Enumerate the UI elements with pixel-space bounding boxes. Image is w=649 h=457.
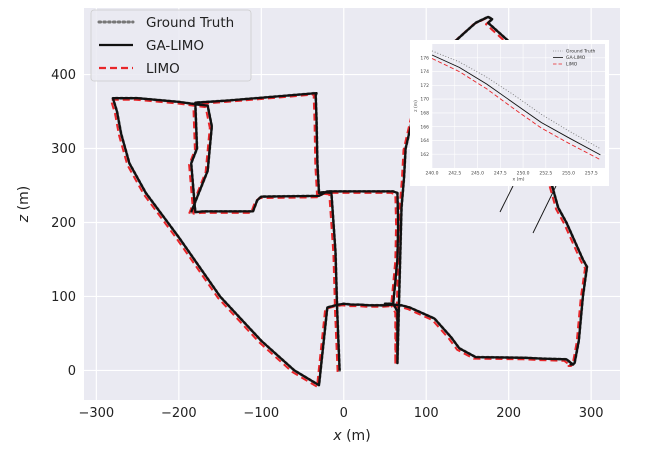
x-tick-label: −200 bbox=[161, 406, 197, 421]
inset-series-line-ground-truth bbox=[431, 50, 601, 150]
x-tick-label: −100 bbox=[243, 406, 279, 421]
inset-y-tick-label: 164 bbox=[420, 138, 429, 144]
inset-y-tick-label: 176 bbox=[420, 55, 429, 61]
inset-legend-label: Ground Truth bbox=[566, 49, 596, 55]
inset-y-tick-label: 172 bbox=[420, 83, 429, 89]
inset-x-tick-label: 250.0 bbox=[517, 171, 530, 177]
inset-y-tick-label: 174 bbox=[420, 69, 429, 75]
y-tick-label: 0 bbox=[68, 364, 76, 379]
x-tick-label: −300 bbox=[79, 406, 115, 421]
inset-legend-label: GA-LIMO bbox=[566, 55, 586, 61]
x-tick-label: 100 bbox=[414, 406, 439, 421]
inset-y-axis-label: z (m) bbox=[413, 100, 419, 112]
zoom-connector-line bbox=[499, 185, 514, 213]
x-tick-label: 200 bbox=[496, 406, 521, 421]
inset-x-tick-label: 257.5 bbox=[585, 171, 598, 177]
y-axis-label: z (m) bbox=[16, 186, 32, 223]
y-tick-label: 100 bbox=[51, 290, 76, 305]
legend-label: LIMO bbox=[146, 61, 180, 77]
y-tick-label: 300 bbox=[51, 142, 76, 157]
inset-x-tick-label: 242.5 bbox=[448, 171, 461, 177]
y-tick-label: 400 bbox=[51, 68, 76, 83]
inset-y-tick-label: 162 bbox=[420, 152, 429, 158]
legend-box bbox=[90, 9, 252, 82]
inset-x-tick-label: 247.5 bbox=[494, 171, 507, 177]
inset-y-tick-label: 168 bbox=[420, 110, 429, 116]
inset-series-line-ga-limo bbox=[431, 54, 601, 156]
inset-x-tick-label: 252.5 bbox=[539, 171, 552, 177]
legend-label: Ground Truth bbox=[146, 15, 234, 31]
legend-label: GA-LIMO bbox=[146, 38, 204, 54]
legend: Ground Truth GA-LIMO LIMO bbox=[90, 9, 252, 82]
inset-legend-label: LIMO bbox=[566, 62, 578, 68]
inset-y-tick-label: 166 bbox=[420, 124, 429, 130]
x-axis-label: x (m) bbox=[332, 428, 370, 444]
inset-x-tick-label: 255.0 bbox=[562, 171, 575, 177]
inset-x-tick-label: 240.0 bbox=[426, 171, 439, 177]
zoom-connector-line bbox=[532, 185, 557, 234]
x-tick-label: 0 bbox=[340, 406, 348, 421]
x-tick-label: 300 bbox=[579, 406, 604, 421]
inset-x-axis-label: x (m) bbox=[513, 177, 525, 183]
inset-x-tick-label: 245.0 bbox=[471, 171, 484, 177]
inset-plot: 240.0 242.5 245.0 247.5 250.0 252.5 255.0 257.5… bbox=[410, 40, 609, 186]
inset-y-tick-label: 170 bbox=[420, 97, 429, 103]
inset-series-line-limo bbox=[431, 58, 601, 161]
y-tick-label: 200 bbox=[51, 216, 76, 231]
